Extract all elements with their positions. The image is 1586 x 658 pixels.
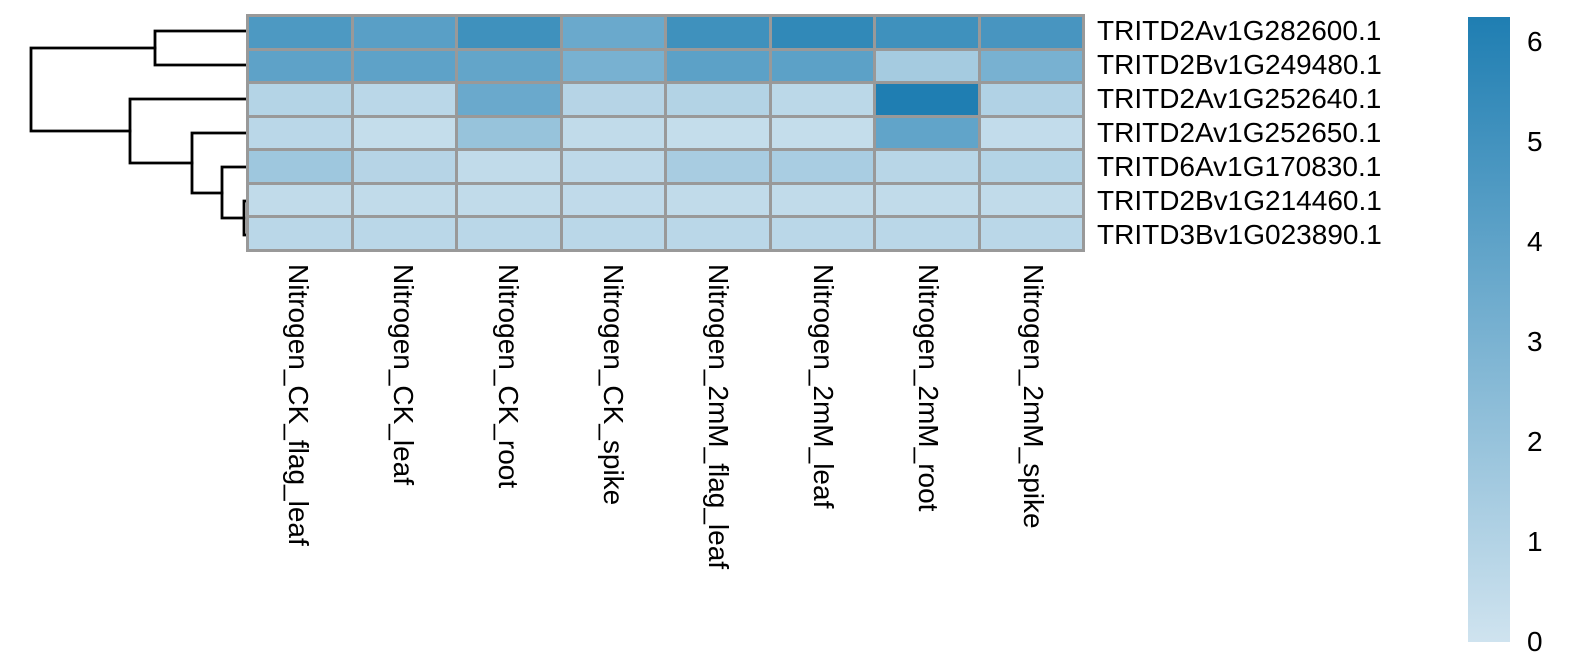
heatmap-cell <box>353 218 455 249</box>
heatmap-cell <box>667 84 769 115</box>
row-label: TRITD2Av1G282600.1 <box>1097 15 1382 46</box>
heatmap-cell <box>980 17 1082 48</box>
heatmap-cell <box>249 84 351 115</box>
heatmap-cell <box>249 50 351 82</box>
heatmap-cell <box>562 50 664 82</box>
heatmap-cell <box>667 151 769 182</box>
column-label: Nitrogen_2mM_spike <box>1017 264 1049 529</box>
colorbar-tick-label: 0 <box>1527 626 1543 657</box>
heatmap-cell <box>353 117 455 149</box>
heatmap-cell <box>876 50 978 82</box>
heatmap-cell <box>771 84 873 115</box>
column-label: Nitrogen_CK_root <box>493 264 525 489</box>
heatmap-cell <box>562 184 664 216</box>
heatmap-cell <box>980 184 1082 216</box>
heatmap-cell <box>458 50 560 82</box>
heatmap-cell <box>562 151 664 182</box>
heatmap-cell <box>562 218 664 249</box>
heatmap-cell <box>249 117 351 149</box>
heatmap-cell <box>771 218 873 249</box>
dendrogram-branch <box>220 165 248 220</box>
heatmap-cell <box>249 218 351 249</box>
heatmap-cell <box>353 151 455 182</box>
dendrogram-branch <box>153 29 248 67</box>
heatmap-cell <box>667 50 769 82</box>
heatmap-cell <box>980 151 1082 182</box>
heatmap-cell <box>249 184 351 216</box>
column-label: Nitrogen_2mM_flag_leaf <box>702 264 734 570</box>
heatmap-cell <box>980 50 1082 82</box>
colorbar-tick-label: 3 <box>1527 326 1543 357</box>
dendrogram-branch <box>242 199 248 237</box>
colorbar-tick-label: 4 <box>1527 226 1543 257</box>
colorbar-tick-label: 5 <box>1527 126 1543 157</box>
heatmap-cell <box>562 17 664 48</box>
heatmap-cell <box>876 17 978 48</box>
column-label: Nitrogen_CK_leaf <box>388 264 420 486</box>
colorbar-gradient <box>1468 17 1510 642</box>
heatmap-cell <box>771 117 873 149</box>
dendrogram-branch <box>29 46 157 133</box>
colorbar-tick-label: 1 <box>1527 526 1543 557</box>
dendrogram-branch <box>128 97 248 165</box>
heatmap-cell <box>458 117 560 149</box>
heatmap-cell <box>458 218 560 249</box>
heatmap-cell <box>458 184 560 216</box>
heatmap-cell <box>876 117 978 149</box>
column-label: Nitrogen_2mM_leaf <box>807 264 839 509</box>
row-label: TRITD3Bv1G023890.1 <box>1097 219 1382 250</box>
heatmap-cell <box>876 151 978 182</box>
heatmap-cell <box>667 117 769 149</box>
heatmap-cell <box>771 184 873 216</box>
row-label: TRITD6Av1G170830.1 <box>1097 151 1382 182</box>
heatmap-cell <box>876 218 978 249</box>
heatmap-cell <box>562 84 664 115</box>
column-label: Nitrogen_CK_flag_leaf <box>283 264 315 546</box>
heatmap-cell <box>980 218 1082 249</box>
row-label: TRITD2Av1G252650.1 <box>1097 117 1382 148</box>
heatmap-cell <box>353 50 455 82</box>
dendrogram-branch <box>190 131 248 195</box>
heatmap-cell <box>771 151 873 182</box>
heatmap-cell <box>353 184 455 216</box>
row-label: TRITD2Av1G252640.1 <box>1097 83 1382 114</box>
colorbar-tick-label: 2 <box>1527 426 1543 457</box>
heatmap-cell <box>458 84 560 115</box>
heatmap-cell <box>667 184 769 216</box>
row-label: TRITD2Bv1G249480.1 <box>1097 49 1382 80</box>
heatmap-cell <box>771 50 873 82</box>
colorbar-tick-label: 6 <box>1527 26 1543 57</box>
heatmap-cell <box>876 184 978 216</box>
column-label: Nitrogen_CK_spike <box>598 264 630 506</box>
heatmap-cell <box>771 17 873 48</box>
heatmap-cell <box>458 151 560 182</box>
heatmap-cell <box>667 17 769 48</box>
heatmap-cell <box>249 151 351 182</box>
heatmap-cell <box>667 218 769 249</box>
heatmap-grid <box>246 14 1085 252</box>
heatmap-cell <box>458 17 560 48</box>
heatmap-cell <box>562 117 664 149</box>
heatmap-cell <box>353 84 455 115</box>
heatmap-cell <box>980 84 1082 115</box>
column-label: Nitrogen_2mM_root <box>912 264 944 512</box>
heatmap-cell <box>876 84 978 115</box>
row-label: TRITD2Bv1G214460.1 <box>1097 185 1382 216</box>
heatmap-cell <box>980 117 1082 149</box>
heatmap-cell <box>249 17 351 48</box>
heatmap-cell <box>353 17 455 48</box>
